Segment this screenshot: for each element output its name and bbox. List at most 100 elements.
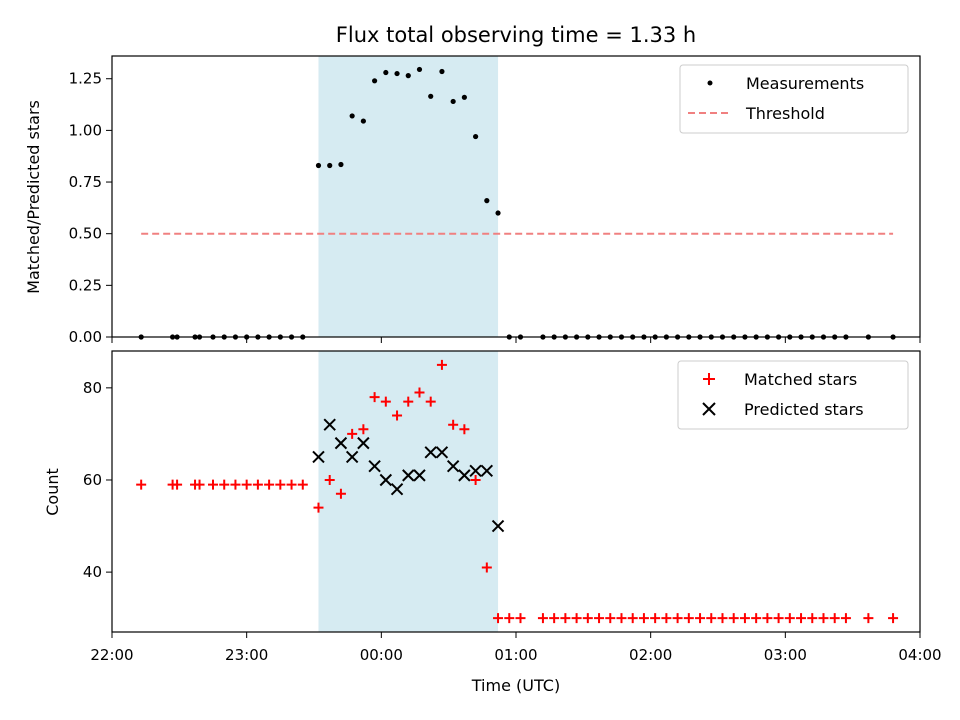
xtick-label: 03:00: [764, 646, 807, 664]
top-legend: Measurements Threshold: [679, 64, 909, 134]
matched-star-point: [230, 479, 241, 490]
matched-star-point: [717, 613, 728, 624]
bot-ytick-label: 60: [83, 471, 102, 489]
matched-star-point: [208, 479, 218, 490]
matched-star-point: [773, 613, 784, 624]
xtick-label: 23:00: [225, 646, 268, 664]
matched-star-point: [252, 479, 263, 490]
matched-star-point: [594, 613, 605, 624]
predicted-star-point: [345, 450, 359, 464]
legend-matched-label: Matched stars: [744, 370, 857, 389]
measurement-point: [315, 162, 322, 169]
xtick-label: 02:00: [629, 646, 672, 664]
matched-star-point: [638, 613, 649, 624]
top-legend-box: [679, 64, 909, 134]
bottom-highlight-span: [318, 351, 499, 632]
matched-star-point: [275, 479, 286, 490]
predicted-star-point: [469, 464, 482, 477]
legend-measurements-label: Measurements: [746, 74, 864, 93]
matched-star-point: [695, 613, 706, 624]
top-plot-frame: [111, 55, 921, 338]
predicted-star-point: [334, 436, 348, 450]
matched-star-point: [627, 613, 638, 624]
legend-predicted-label: Predicted stars: [744, 400, 864, 419]
matched-star-point: [751, 613, 762, 624]
top-y-axis-label: Matched/Predicted stars: [24, 100, 43, 294]
matched-star-point: [796, 613, 807, 624]
bottom-legend: Matched stars Predicted stars: [677, 360, 909, 430]
matched-star-point: [136, 479, 147, 490]
chart-title: Flux total observing time = 1.33 h: [336, 23, 696, 47]
predicted-star-point: [357, 436, 370, 450]
predicted-star-point: [312, 450, 325, 464]
matched-star-point: [392, 410, 403, 421]
measurement-point: [360, 118, 366, 124]
predicted-star-point: [323, 418, 336, 431]
top-ytick-label: 0.00: [69, 328, 102, 346]
x-axis-label: Time (UTC): [471, 676, 560, 695]
matched-star-point: [241, 479, 252, 490]
matched-star-point: [470, 474, 481, 485]
measurement-point: [372, 78, 378, 84]
matched-star-point: [414, 387, 425, 398]
top-panel: 0.00 0.25 0.50 0.75 1.00 1.25 Matched/Predict…: [24, 55, 921, 346]
matched-star-point: [706, 613, 717, 624]
top-highlight-span: [318, 56, 499, 337]
matched-star-point: [358, 424, 369, 435]
matched-star-point: [481, 562, 492, 573]
matched-star-point: [661, 613, 672, 624]
predicted-star-point: [480, 464, 494, 477]
measurement-point: [349, 113, 355, 119]
bottom-y-axis-label: Count: [43, 468, 62, 516]
xtick-label: 01:00: [494, 646, 537, 664]
matched-star-point: [436, 359, 447, 370]
measurement-point: [439, 68, 445, 75]
bottom-panel: 40 60 80 22:00 23:00 00:00 01:00 02:00 03:00 04:…: [43, 350, 942, 695]
predicted-star-point: [413, 469, 426, 482]
predicted-star-point: [458, 469, 471, 482]
matched-star-point: [616, 613, 627, 624]
legend-threshold-label: Threshold: [745, 104, 825, 123]
top-ytick-label: 0.50: [69, 225, 102, 243]
matched-star-point: [264, 479, 275, 490]
xtick-label: 04:00: [898, 646, 941, 664]
matched-star-point: [425, 396, 436, 407]
matched-star-point: [683, 613, 694, 624]
matched-star-point: [762, 613, 773, 624]
predicted-star-point: [424, 446, 437, 459]
matched-star-point: [335, 488, 346, 499]
matched-star-point: [818, 613, 829, 624]
matched-star-point: [504, 613, 515, 624]
bottom-legend-box: [677, 360, 909, 430]
matched-star-point: [582, 613, 593, 624]
matched-star-point: [739, 613, 750, 624]
matched-star-point: [493, 613, 504, 624]
matched-star-point: [728, 613, 739, 624]
measurement-point: [450, 98, 456, 105]
predicted-star-point: [379, 473, 393, 487]
top-ytick-label: 0.25: [69, 276, 102, 294]
matched-star-point: [448, 419, 459, 430]
matched-star-point: [829, 613, 840, 624]
bottom-plot-frame: [111, 350, 921, 633]
matched-star-point: [369, 392, 380, 403]
matched-star-point: [840, 613, 851, 624]
measurement-point: [338, 161, 344, 168]
matched-star-point: [286, 479, 297, 490]
measurement-point: [461, 94, 467, 100]
matched-star-point: [537, 613, 548, 624]
predicted-star-point: [446, 459, 460, 473]
matched-star-point: [313, 502, 324, 513]
predicted-star-point: [368, 459, 381, 473]
matched-star-point: [888, 613, 899, 624]
top-ytick-label: 1.00: [69, 121, 102, 139]
measurement-point: [405, 73, 411, 79]
measurement-point: [473, 133, 479, 140]
top-ytick-label: 0.75: [69, 173, 102, 191]
matched-star-point: [219, 479, 230, 490]
xtick-label: 22:00: [90, 646, 133, 664]
matched-star-point: [560, 613, 571, 624]
matched-star-point: [650, 613, 661, 624]
predicted-star-point: [390, 482, 404, 496]
